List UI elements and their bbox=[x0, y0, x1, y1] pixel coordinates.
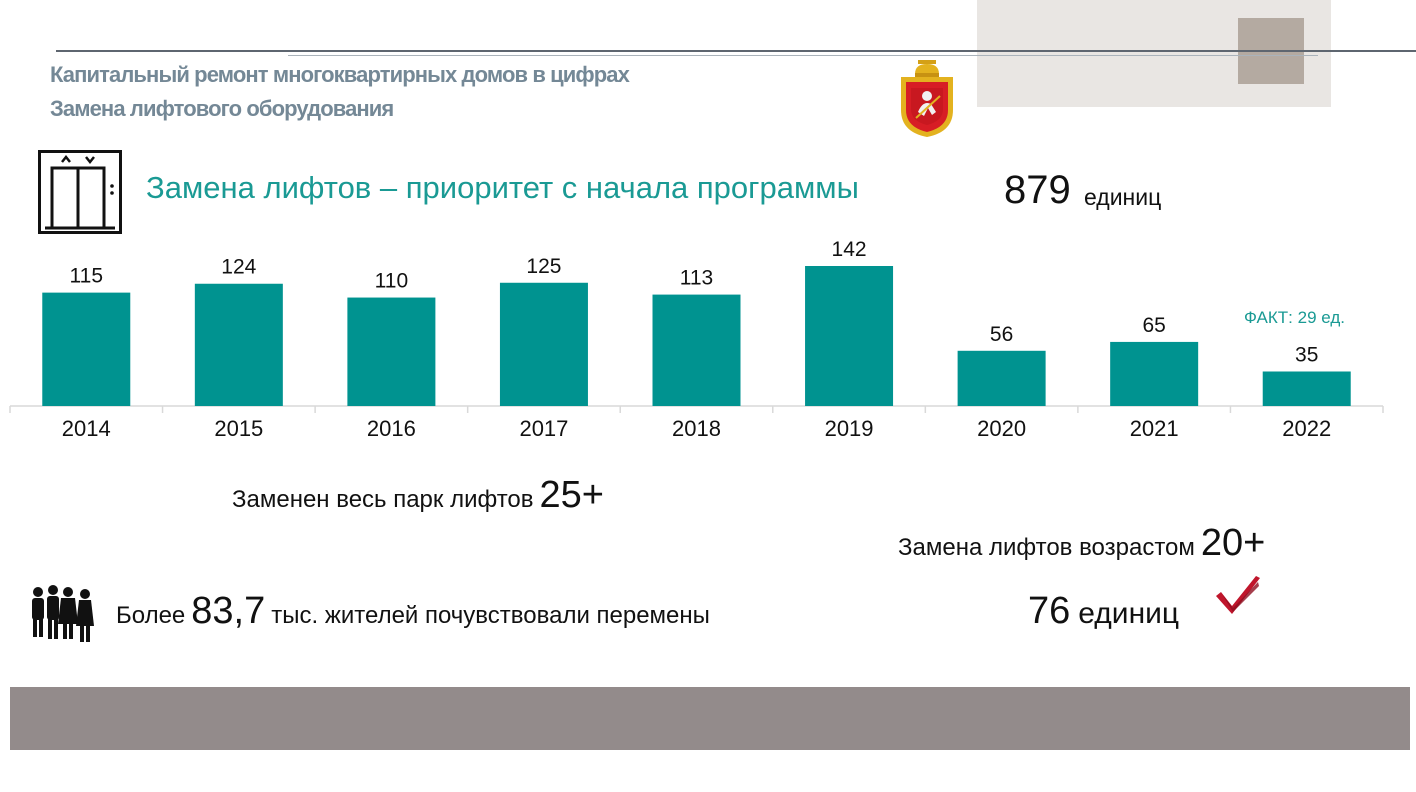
stat-residents-prefix: Более bbox=[116, 602, 186, 629]
stat-units-unit: единиц bbox=[1078, 597, 1180, 630]
elevator-icon bbox=[38, 150, 122, 234]
header-divider-secondary bbox=[288, 55, 1318, 56]
page-subtitle: Замена лифтового оборудования bbox=[50, 96, 394, 121]
stat-units: 76 единиц bbox=[1028, 590, 1179, 633]
people-icon bbox=[32, 585, 94, 642]
x-tick-label-2021: 2021 bbox=[1130, 416, 1179, 441]
page-title: Капитальный ремонт многоквартирных домов… bbox=[50, 62, 630, 87]
coat-of-arms-icon bbox=[901, 60, 953, 137]
x-tick-label-2014: 2014 bbox=[62, 416, 111, 441]
x-tick-label-2018: 2018 bbox=[672, 416, 721, 441]
stat-age: Замена лифтов возрастом 20+ bbox=[898, 522, 1265, 565]
stat-residents-value: 83,7 bbox=[191, 590, 266, 632]
bar-2018 bbox=[652, 294, 741, 406]
x-tick-label-2017: 2017 bbox=[519, 416, 568, 441]
bar-2016 bbox=[347, 297, 436, 406]
stat-park: Заменен весь парк лифтов 25+ bbox=[232, 474, 604, 517]
x-tick-label-2015: 2015 bbox=[214, 416, 263, 441]
bar-2019 bbox=[805, 266, 894, 406]
header-divider bbox=[56, 50, 1416, 52]
x-tick-label-2019: 2019 bbox=[825, 416, 874, 441]
bar-2017 bbox=[499, 282, 588, 406]
bar-2015 bbox=[194, 283, 283, 406]
bar-2014 bbox=[42, 292, 131, 406]
data-label-2022: 35 bbox=[1295, 343, 1318, 366]
total-value: 879 bbox=[1004, 168, 1071, 212]
data-label-2016: 110 bbox=[375, 270, 408, 293]
data-label-2021: 65 bbox=[1142, 314, 1165, 337]
data-label-2018: 113 bbox=[680, 267, 713, 290]
total-unit: единиц bbox=[1084, 184, 1162, 210]
data-label-2019: 142 bbox=[832, 238, 867, 261]
footer-bar bbox=[10, 687, 1410, 750]
section-title: Замена лифтов – приоритет с начала прогр… bbox=[146, 170, 859, 205]
bar-2022 bbox=[1262, 371, 1351, 406]
fact-annotation: ФАКТ: 29 ед. bbox=[1244, 308, 1345, 327]
data-label-2014: 115 bbox=[70, 265, 103, 288]
bar-chart: 115 2014 124 2015 110 2016 125 2017 113 2018 142 20… bbox=[9, 238, 1384, 441]
stat-residents: Более 83,7 тыс. жителей почувствовали пере… bbox=[116, 590, 710, 633]
stat-residents-suffix: тыс. жителей почувствовали перемены bbox=[271, 602, 710, 629]
stat-park-text: Заменен весь парк лифтов bbox=[232, 486, 534, 513]
bar-2020 bbox=[957, 350, 1046, 406]
stat-park-value: 25+ bbox=[539, 474, 604, 516]
checkmark-icon bbox=[1216, 576, 1260, 614]
x-tick-label-2022: 2022 bbox=[1282, 416, 1331, 441]
stat-age-value: 20+ bbox=[1200, 522, 1266, 564]
data-label-2020: 56 bbox=[990, 323, 1013, 346]
x-tick-label-2016: 2016 bbox=[367, 416, 416, 441]
stat-age-text: Замена лифтов возрастом bbox=[898, 534, 1195, 561]
bar-2021 bbox=[1110, 341, 1199, 406]
data-label-2015: 124 bbox=[221, 256, 256, 279]
data-label-2017: 125 bbox=[526, 255, 561, 278]
stat-units-value: 76 bbox=[1028, 590, 1071, 632]
x-tick-label-2020: 2020 bbox=[977, 416, 1026, 441]
